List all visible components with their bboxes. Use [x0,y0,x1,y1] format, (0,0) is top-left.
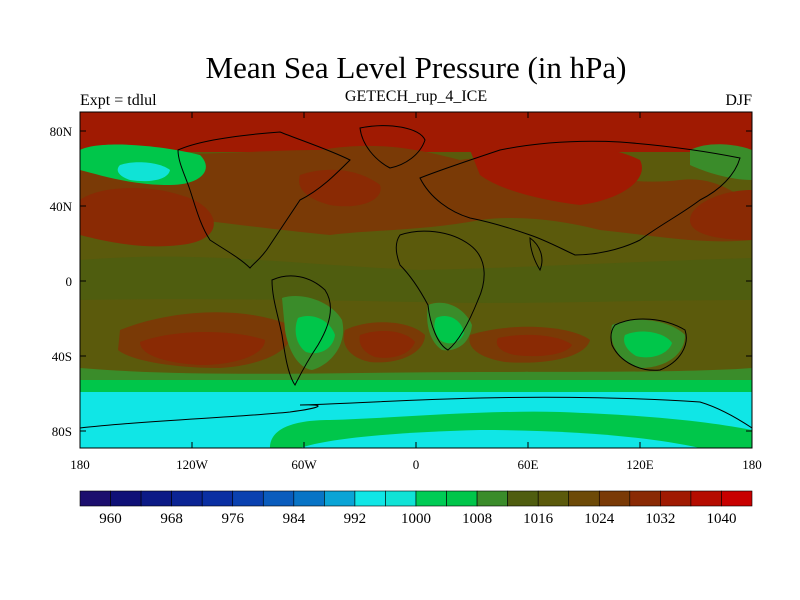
lon-tick-label: 180 [70,457,90,472]
colorbar-swatch [293,490,325,507]
lon-tick-label: 120W [176,457,209,472]
colorbar-label: 1024 [584,511,615,527]
coastline-greenland [359,125,426,169]
latitude-axis: 80N 40N 0 40S 80S [50,124,752,439]
colorbar-swatch [385,490,417,507]
pressure-cell-south-pacific-core [140,331,265,365]
pressure-band-north-midlat [80,145,752,242]
pressure-cell-siberian-high [470,143,642,205]
colorbar-swatch [140,490,172,507]
colorbar-label: 1040 [706,511,736,527]
pressure-low-south-america-core [295,315,335,354]
colorbar-swatch [171,490,203,507]
colorbar-label: 1016 [523,511,554,527]
colorbar-label: 960 [99,511,122,527]
experiment-label: Expt = tdlul [80,92,157,109]
colorbar-label: 968 [160,511,183,527]
colorbar-swatch [415,490,447,507]
colorbar-swatch [446,490,478,507]
colorbar-swatch [110,490,142,507]
pressure-cell-pacific-high-west [690,190,752,240]
lon-tick-label: 180 [742,457,762,472]
pressure-low-icelandic [690,144,752,180]
colorbar-swatch [568,490,600,507]
coastlines [80,125,752,429]
coastline-eurasia [419,140,741,256]
colorbar-label: 1032 [645,511,675,527]
pressure-low-south-africa-core [434,315,464,344]
lon-tick-label: 0 [413,457,420,472]
colorbar-swatch [201,490,234,507]
colorbar-label: 1008 [462,511,492,527]
colorbar-swatch [476,490,508,507]
pressure-low-australia-core [624,331,672,358]
coastline-india [529,237,543,272]
coastline-antarctica [80,396,752,429]
colorbar-swatch [507,490,539,507]
lon-tick-label: 60W [291,457,317,472]
coastline-africa [395,230,485,351]
colorbar-label: 992 [344,511,367,527]
colorbar-swatch [629,490,661,507]
colorbar-swatch [79,490,111,507]
lat-tick-label: 80S [52,424,72,439]
colorbar-label: 976 [221,511,244,527]
colorbar-swatch [354,490,386,507]
colorbar-swatch [537,490,570,507]
lon-tick-label: 120E [626,457,654,472]
lon-tick-label: 60E [518,457,539,472]
coastline-south-america [271,275,331,386]
colorbar-swatch [721,490,753,507]
colorbar: 960 968 976 984 992 1000 1008 1016 1024 1032 1040 [79,490,753,527]
pressure-cell-pacific-high-east [80,188,214,247]
colorbar-swatch [598,490,631,507]
colorbar-swatch [660,490,692,507]
pressure-cell-south-atlantic-core [359,330,415,358]
lat-tick-label: 0 [66,274,73,289]
longitude-axis: 180 120W 60W 0 60E 120E 180 [70,112,762,472]
colorbar-label: 984 [283,511,306,527]
pressure-low-aleutian-core [117,162,170,182]
coastline-north-america [177,131,351,269]
chart-subtitle: GETECH_rup_4_ICE [344,88,488,105]
colorbar-swatch [324,490,356,507]
colorbar-swatch [690,490,722,507]
lat-tick-label: 80N [50,124,73,139]
pressure-band-antarctic-inner [300,430,700,448]
pressure-band-southern-ocean-green [80,380,752,394]
chart-title: Mean Sea Level Pressure (in hPa) [205,50,627,85]
pressure-cell-indian-ocean-core [496,334,572,357]
pressure-trough-equatorial [80,256,752,303]
colorbar-label: 1000 [401,511,431,527]
pressure-cell-atlantic [299,169,381,207]
season-label: DJF [725,92,752,109]
coastline-australia [610,318,687,371]
lat-tick-label: 40N [50,199,73,214]
colorbar-swatch [262,490,295,507]
lat-tick-label: 40S [52,349,72,364]
colorbar-swatch [232,490,264,507]
map-plot-area [80,112,752,448]
